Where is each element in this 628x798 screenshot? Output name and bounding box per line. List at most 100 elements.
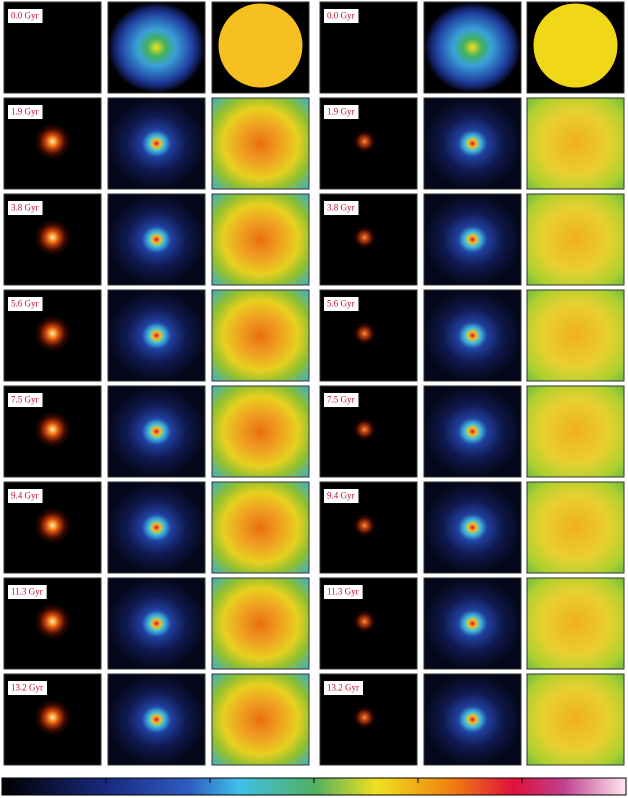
gas-map (424, 98, 521, 189)
time-label-text: 0.0 Gyr (327, 11, 355, 21)
metal-map (212, 578, 309, 669)
panel-frame (423, 481, 522, 574)
time-label-box (324, 489, 359, 503)
metal-map (212, 194, 309, 285)
time-label: 3.8 Gyr (8, 201, 43, 215)
time-label-box (8, 201, 43, 215)
time-label: 13.2 Gyr (8, 681, 47, 695)
panel-frame (319, 481, 418, 574)
stellar-blob (34, 123, 71, 160)
metal-map (527, 482, 624, 573)
panel-frame (423, 385, 522, 478)
time-label-text: 1.9 Gyr (327, 107, 355, 117)
panel-frame (526, 385, 625, 478)
panel-frame (211, 385, 310, 478)
time-label-box (8, 9, 43, 23)
time-label: 7.5 Gyr (8, 393, 43, 407)
panel-frame (526, 193, 625, 286)
gas-map (424, 194, 521, 285)
panel-frame (319, 97, 418, 190)
metal-map (212, 290, 309, 381)
panel-frame (423, 289, 522, 382)
stellar-blob (352, 513, 377, 538)
panel-frame (211, 481, 310, 574)
time-label: 5.6 Gyr (8, 297, 43, 311)
metal-map (527, 386, 624, 477)
gas-map (108, 194, 205, 285)
panel-frame (526, 577, 625, 670)
time-label-text: 13.2 Gyr (11, 683, 43, 693)
panel-frame (211, 577, 310, 670)
panel-frame (319, 289, 418, 382)
stellar-blob (352, 129, 377, 154)
metal-map (527, 578, 624, 669)
panel-frame (211, 193, 310, 286)
metal-map (527, 98, 624, 189)
gas-map (108, 290, 205, 381)
colorbar-ticks (105, 778, 523, 783)
gas-map (108, 482, 205, 573)
panel-frame (319, 193, 418, 286)
time-label-text: 5.6 Gyr (11, 299, 39, 309)
time-label-box (8, 297, 43, 311)
panel-frame (526, 1, 625, 94)
stellar-blob (34, 315, 71, 352)
metal-disc (533, 3, 618, 88)
panel-frame (3, 481, 102, 574)
time-label-box (324, 9, 359, 23)
panel-frame (423, 193, 522, 286)
time-label: 7.5 Gyr (324, 393, 359, 407)
metal-map (212, 674, 309, 765)
time-label: 11.3 Gyr (324, 585, 363, 599)
time-label: 5.6 Gyr (324, 297, 359, 311)
gas-map (424, 290, 521, 381)
panel-frame (423, 1, 522, 94)
time-label-box (324, 681, 363, 695)
metal-map (527, 194, 624, 285)
panel-frame (423, 673, 522, 766)
panel-frame (107, 289, 206, 382)
time-label-box (8, 585, 47, 599)
gas-map (108, 674, 205, 765)
metal-map (212, 98, 309, 189)
stellar-blob (34, 603, 71, 640)
panel-frame (107, 193, 206, 286)
panel-frame (319, 385, 418, 478)
time-label: 9.4 Gyr (324, 489, 359, 503)
panel-frame (107, 97, 206, 190)
panel-frame (3, 289, 102, 382)
panel-frame (107, 385, 206, 478)
time-label: 1.9 Gyr (324, 105, 359, 119)
time-label-box (8, 489, 43, 503)
time-label: 0.0 Gyr (324, 9, 359, 23)
time-label-box (324, 105, 359, 119)
panel-frame (526, 97, 625, 190)
time-label-box (324, 201, 359, 215)
metal-map (527, 290, 624, 381)
stellar-blob (352, 321, 377, 346)
time-label-box (324, 297, 359, 311)
gas-map (424, 578, 521, 669)
time-label: 1.9 Gyr (8, 105, 43, 119)
time-label-text: 7.5 Gyr (327, 395, 355, 405)
time-label: 0.0 Gyr (8, 9, 43, 23)
gas-map (424, 674, 521, 765)
panel-frame (107, 673, 206, 766)
panel-frame (526, 481, 625, 574)
panel-frame (423, 97, 522, 190)
panel-frame (211, 97, 310, 190)
stellar-blob (34, 699, 71, 736)
stellar-blob (352, 417, 377, 442)
stellar-blob (34, 507, 71, 544)
panel-frame (319, 1, 418, 94)
time-label-text: 3.8 Gyr (11, 203, 39, 213)
metal-map (212, 386, 309, 477)
time-label-text: 13.2 Gyr (327, 683, 359, 693)
gas-map (424, 482, 521, 573)
panel-frame (526, 289, 625, 382)
metal-disc (218, 3, 303, 88)
stellar-blob (352, 225, 377, 250)
time-label-box (8, 393, 43, 407)
panel-frame (3, 193, 102, 286)
panel-frame (526, 673, 625, 766)
